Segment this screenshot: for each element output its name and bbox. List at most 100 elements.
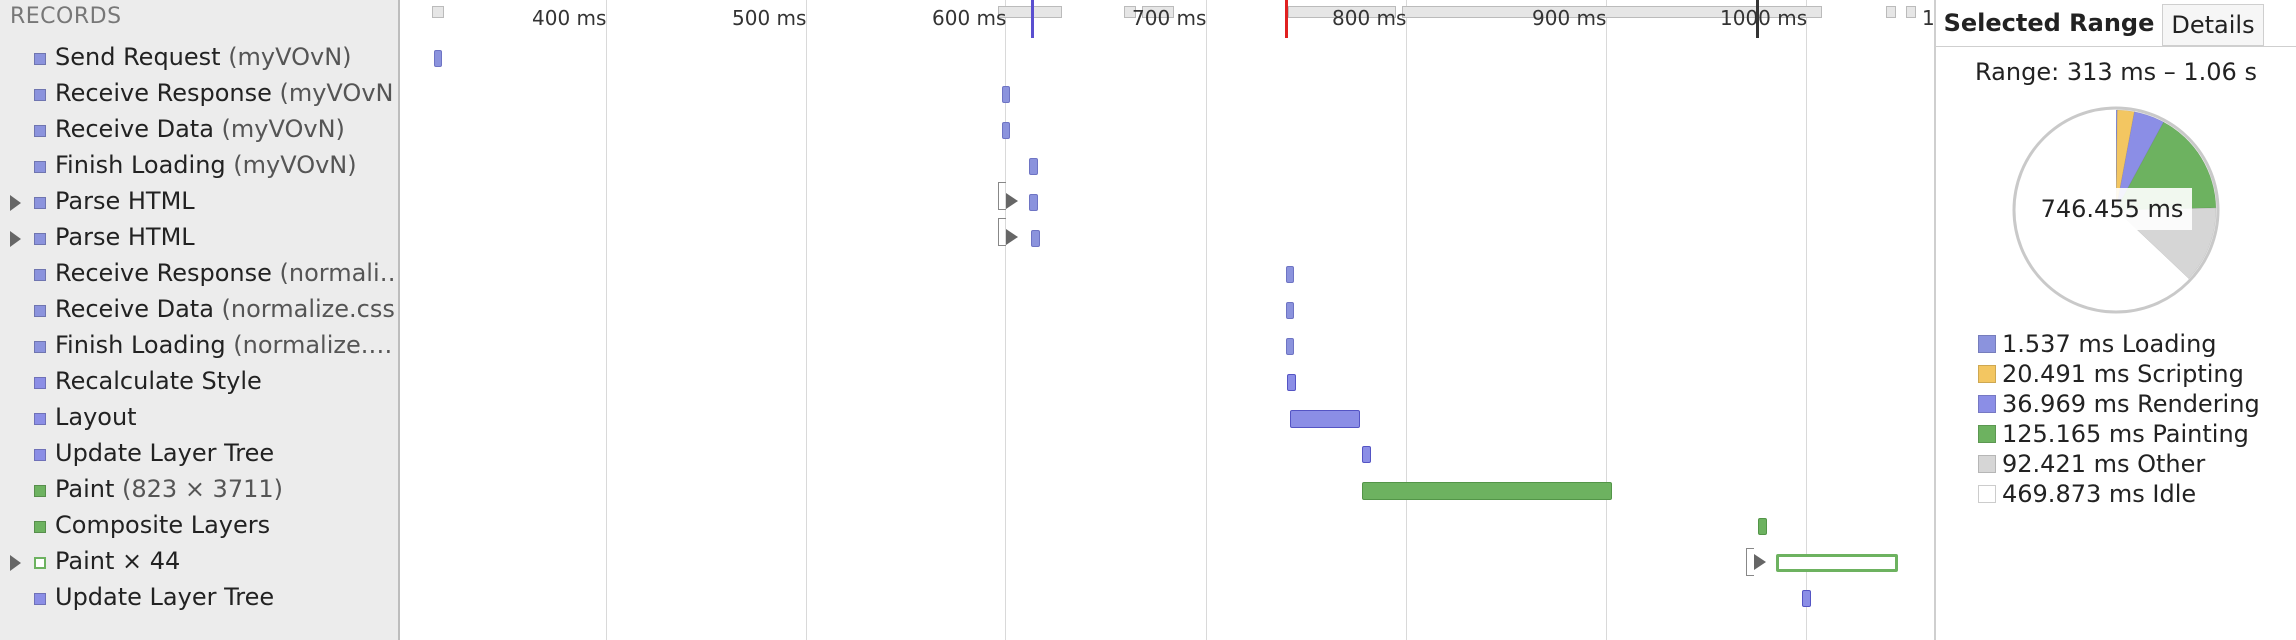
expand-arrow-icon[interactable]	[1006, 193, 1018, 209]
expand-arrow-icon[interactable]	[1006, 229, 1018, 245]
record-title: Composite Layers	[55, 511, 271, 539]
record-row[interactable]: Update Layer Tree	[0, 437, 398, 473]
record-title: Recalculate Style	[55, 367, 262, 395]
bar-paint-group[interactable]	[1776, 554, 1898, 572]
overview-block	[432, 6, 444, 18]
bar-update-layer-tree-2[interactable]	[1802, 590, 1811, 607]
record-label: Update Layer Tree	[55, 583, 395, 611]
record-row[interactable]: Receive Response (myVOvN)	[0, 77, 398, 113]
bar-send-request[interactable]	[434, 50, 442, 67]
record-detail: (normalize.css)	[213, 295, 395, 323]
record-label: Composite Layers	[55, 511, 395, 539]
record-detail: (myVOvN)	[225, 151, 357, 179]
record-row[interactable]: Paint × 44	[0, 545, 398, 581]
record-row[interactable]: Composite Layers	[0, 509, 398, 545]
record-category-swatch	[34, 485, 46, 497]
expand-arrow-icon[interactable]	[10, 555, 21, 571]
legend-swatch	[1978, 365, 1996, 383]
timeline-panel[interactable]: 400 ms 500 ms 600 ms 700 ms 800 ms 900 m…	[402, 0, 1935, 640]
bar-receive-response[interactable]	[1002, 86, 1010, 103]
record-label: Paint (823 × 3711)	[55, 475, 395, 503]
record-row[interactable]: Send Request (myVOvN)	[0, 41, 398, 77]
record-row[interactable]: Parse HTML	[0, 185, 398, 221]
gridline	[1206, 0, 1207, 640]
record-category-swatch	[34, 557, 46, 569]
record-category-swatch	[34, 161, 46, 173]
expand-arrow-icon[interactable]	[10, 231, 21, 247]
gridline	[1806, 0, 1807, 640]
record-category-swatch	[34, 197, 46, 209]
expand-arrow-icon[interactable]	[10, 195, 21, 211]
pie-slice	[2115, 111, 2165, 211]
pie-slice	[2115, 109, 2135, 211]
legend-swatch	[1978, 425, 1996, 443]
record-category-swatch	[34, 413, 46, 425]
record-row[interactable]: Recalculate Style	[0, 365, 398, 401]
legend-text: 36.969 ms Rendering	[2002, 390, 2260, 418]
overview-block	[1886, 6, 1896, 18]
overview-block	[1402, 6, 1822, 18]
bar-composite-layers[interactable]	[1758, 518, 1767, 535]
overview-block	[1906, 6, 1916, 18]
overview-block	[1124, 6, 1136, 18]
bar-receive-data[interactable]	[1002, 122, 1010, 139]
overview-block	[998, 6, 1062, 18]
dom-content-loaded-marker	[1031, 0, 1034, 38]
record-row[interactable]: Paint (823 × 3711)	[0, 473, 398, 509]
record-title: Receive Data	[55, 295, 214, 323]
tab-details[interactable]: Details	[2162, 4, 2264, 46]
bar-finish-loading[interactable]	[1029, 158, 1038, 175]
record-category-swatch	[34, 341, 46, 353]
record-category-swatch	[34, 521, 46, 533]
legend-item: 469.873 ms Idle	[1978, 480, 2196, 508]
record-detail: (normali…	[271, 259, 395, 287]
record-row[interactable]: Finish Loading (normalize.…	[0, 329, 398, 365]
record-title: Finish Loading	[55, 331, 226, 359]
record-label: Parse HTML	[55, 223, 395, 251]
record-label: Receive Response (myVOvN)	[55, 79, 395, 107]
bar-receive-data-css[interactable]	[1286, 302, 1294, 319]
record-row[interactable]: Receive Data (myVOvN)	[0, 113, 398, 149]
record-row[interactable]: Receive Data (normalize.css)	[0, 293, 398, 329]
record-row[interactable]: Receive Response (normali…	[0, 257, 398, 293]
ruler-label-900: 900 ms	[1532, 6, 1607, 30]
record-category-swatch	[34, 89, 46, 101]
record-category-swatch	[34, 233, 46, 245]
ruler-label-cut: 1	[1922, 6, 1935, 30]
record-row[interactable]: Parse HTML	[0, 221, 398, 257]
record-row[interactable]: Finish Loading (myVOvN)	[0, 149, 398, 185]
legend-swatch	[1978, 335, 1996, 353]
tab-selected-range[interactable]: Selected Range	[1936, 0, 2162, 46]
range-text: Range: 313 ms – 1.06 s	[1975, 58, 2257, 86]
expand-arrow-icon[interactable]	[1754, 554, 1766, 570]
bar-recalculate-style[interactable]	[1287, 374, 1296, 391]
record-title: Parse HTML	[55, 187, 195, 215]
legend-text: 125.165 ms Painting	[2002, 420, 2249, 448]
bar-update-layer-tree[interactable]	[1362, 446, 1371, 463]
legend-item: 20.491 ms Scripting	[1978, 360, 2244, 388]
record-row[interactable]: Update Layer Tree	[0, 581, 398, 617]
gridline	[1406, 0, 1407, 640]
legend-text: 469.873 ms Idle	[2002, 480, 2197, 508]
record-detail: (myVOvN)	[271, 79, 395, 107]
record-title: Update Layer Tree	[55, 583, 275, 611]
bar-paint[interactable]	[1362, 482, 1612, 500]
record-title: Parse HTML	[55, 223, 195, 251]
bar-finish-loading-css[interactable]	[1286, 338, 1294, 355]
bar-receive-response-css[interactable]	[1286, 266, 1294, 283]
bar-parse-html[interactable]	[1029, 194, 1038, 211]
legend-item: 1.537 ms Loading	[1978, 330, 2217, 358]
record-row[interactable]: Layout	[0, 401, 398, 437]
legend-text: 20.491 ms Scripting	[2002, 360, 2244, 388]
ruler-label-1000: 1000 ms	[1720, 6, 1808, 30]
overview-block	[1142, 6, 1174, 18]
records-header: RECORDS	[10, 4, 122, 29]
record-category-swatch	[34, 269, 46, 281]
bar-layout[interactable]	[1290, 410, 1360, 428]
bar-parse-html[interactable]	[1031, 230, 1040, 247]
record-title: Update Layer Tree	[55, 439, 275, 467]
overview-block	[1288, 6, 1396, 18]
record-label: Recalculate Style	[55, 367, 395, 395]
record-category-swatch	[34, 449, 46, 461]
ruler-label-500: 500 ms	[732, 6, 807, 30]
